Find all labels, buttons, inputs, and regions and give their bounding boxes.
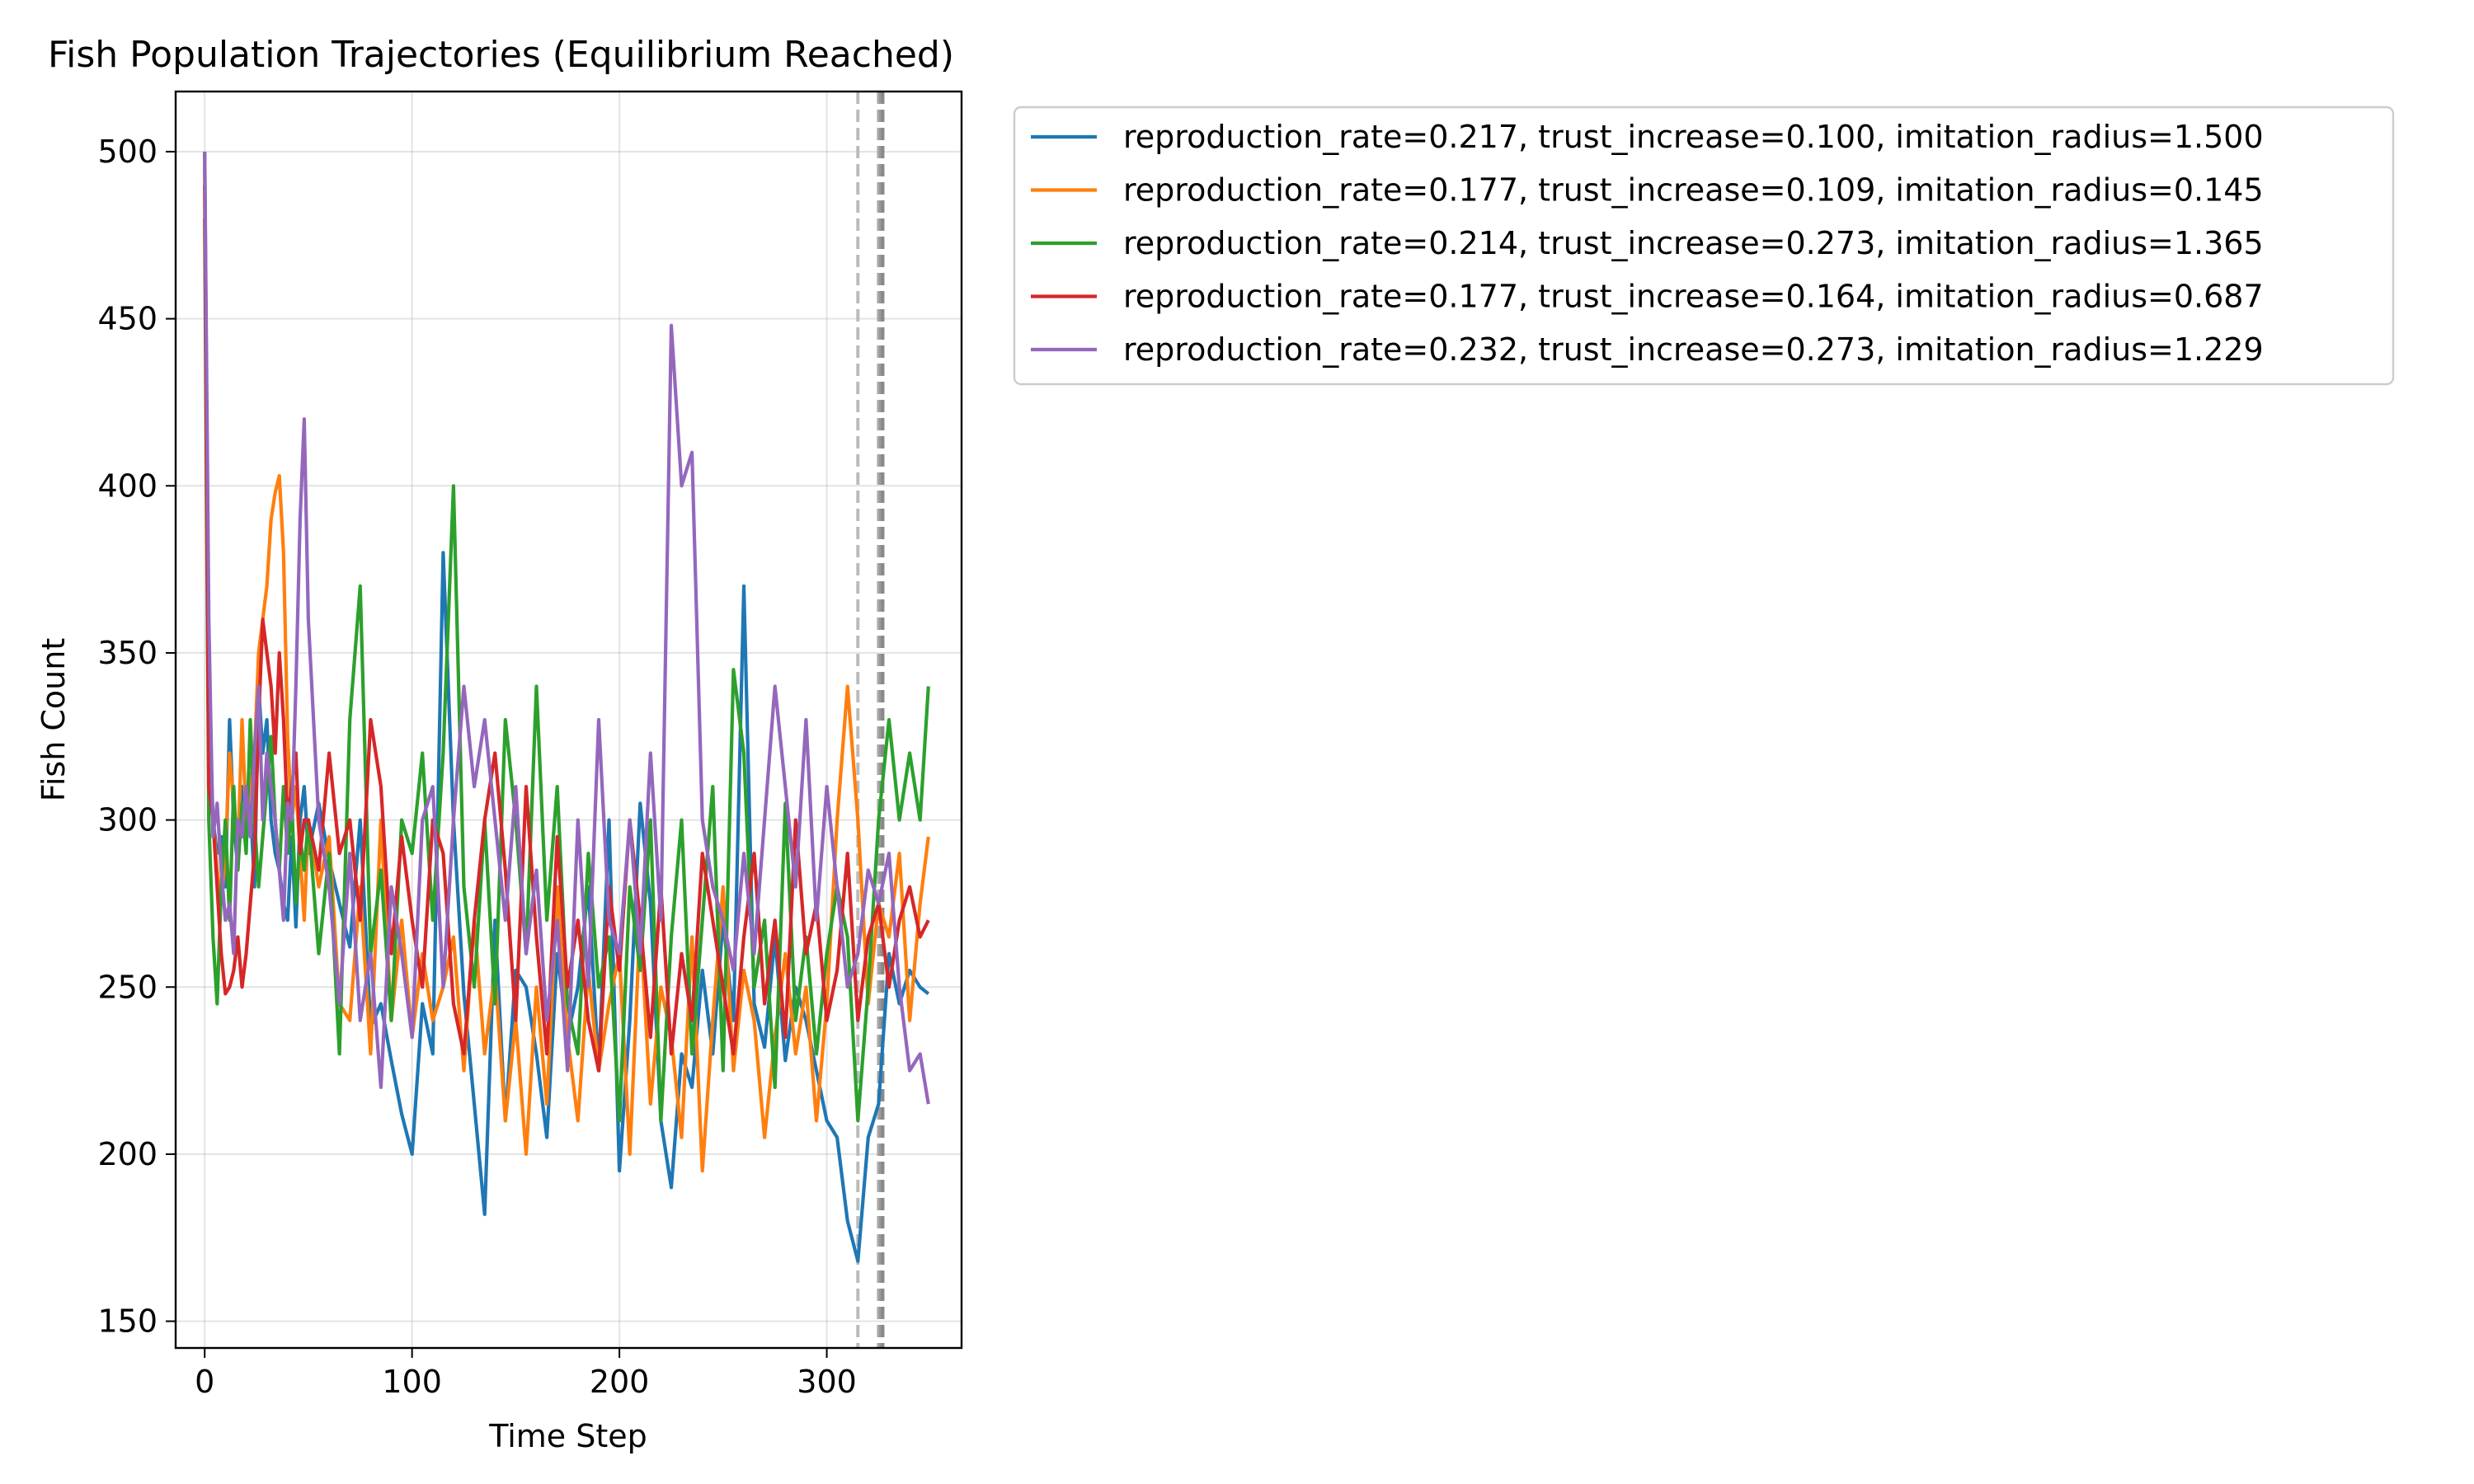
plot-frame: [174, 90, 963, 1350]
y-tick-label: 300: [97, 802, 158, 838]
y-tick-label: 250: [97, 969, 158, 1005]
y-tick-label: 200: [97, 1136, 158, 1172]
series-lines: [203, 151, 930, 1263]
equilibrium-markers: [856, 92, 885, 1348]
legend-frame: [1013, 106, 2395, 386]
y-axis-label: Fish Count: [35, 638, 72, 801]
series-line: [203, 218, 930, 1123]
legend: reproduction_rate=0.217, trust_increase=…: [1013, 106, 2395, 386]
legend-label: reproduction_rate=0.217, trust_increase=…: [1123, 119, 2264, 155]
x-axis-ticks: 0 100 200 300: [195, 1348, 857, 1400]
legend-label: reproduction_rate=0.177, trust_increase=…: [1123, 279, 2264, 315]
x-tick-label: 0: [195, 1364, 214, 1400]
y-tick-label: 350: [97, 635, 158, 671]
plot-area: [174, 90, 963, 1350]
legend-label: reproduction_rate=0.177, trust_increase=…: [1123, 172, 2264, 209]
series-line: [203, 151, 930, 1105]
x-axis-label: Time Step: [488, 1418, 647, 1454]
legend-label: reproduction_rate=0.232, trust_increase=…: [1123, 331, 2264, 368]
plot-background: [176, 92, 962, 1348]
x-tick-label: 100: [382, 1364, 442, 1400]
y-tick-label: 150: [97, 1303, 158, 1340]
chart-title: Fish Population Trajectories (Equilibriu…: [48, 34, 954, 76]
legend-label: reproduction_rate=0.214, trust_increase=…: [1123, 225, 2264, 261]
series-line: [203, 168, 930, 1173]
series-line: [203, 151, 930, 1263]
y-axis-ticks: 150 200 250 300 350 400 450 500: [97, 134, 176, 1340]
x-tick-label: 200: [590, 1364, 650, 1400]
y-tick-label: 500: [97, 134, 158, 170]
x-tick-label: 300: [797, 1364, 857, 1400]
y-tick-label: 400: [97, 467, 158, 504]
y-tick-label: 450: [97, 301, 158, 337]
